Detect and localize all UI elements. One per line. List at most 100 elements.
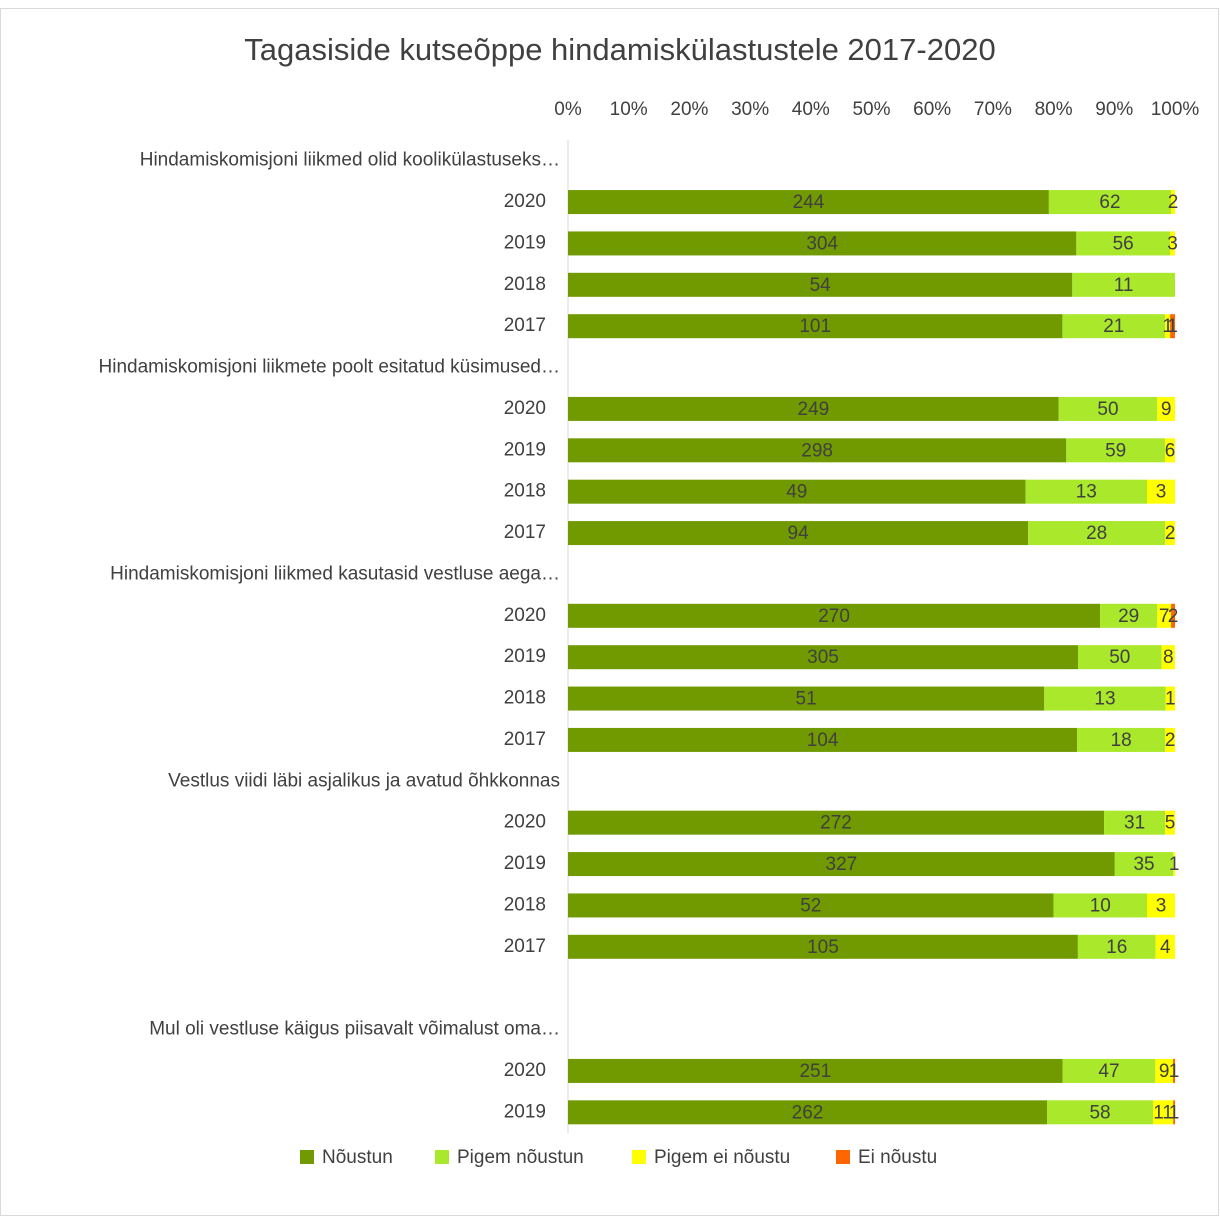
bar-segment	[1078, 645, 1162, 670]
bar-segment	[1072, 272, 1175, 297]
data-label: 29	[1118, 606, 1139, 627]
bar-segment	[1171, 190, 1175, 215]
bar-segment	[1146, 893, 1175, 918]
data-label: 54	[810, 275, 832, 296]
x-tick-label: 20%	[670, 99, 708, 120]
x-tick-label: 50%	[852, 99, 890, 120]
bar-segment	[1048, 190, 1172, 215]
y-tick-label: Mul oli vestluse käigus piisavalt võimal…	[149, 1019, 560, 1040]
bar-segment	[1076, 231, 1170, 256]
data-label: 2	[1168, 192, 1179, 213]
legend-swatch	[632, 1150, 646, 1164]
data-label: 2	[1168, 606, 1179, 627]
data-label: 50	[1109, 647, 1130, 668]
bar-segment	[568, 438, 1067, 463]
data-label: 8	[1163, 647, 1174, 668]
y-tick-label: 2017	[504, 729, 546, 750]
bar-segment	[1173, 1058, 1175, 1083]
data-label: 16	[1106, 937, 1127, 958]
bar-segment	[1053, 893, 1147, 918]
data-label: 62	[1099, 192, 1120, 213]
y-tick-label: 2018	[504, 688, 546, 709]
bar-segment	[568, 603, 1101, 628]
bar-segment	[1028, 521, 1166, 546]
bar-segment	[1169, 231, 1175, 256]
data-label: 3	[1167, 233, 1178, 254]
data-label: 1	[1169, 1102, 1180, 1123]
data-label: 3	[1156, 895, 1167, 916]
data-label: 11	[1114, 275, 1134, 296]
y-tick-label: Hindamiskomisjoni liikmed kasutasid vest…	[110, 563, 560, 584]
bar-segment	[1155, 934, 1175, 959]
y-tick-label: 2019	[504, 439, 546, 460]
bar-segment	[568, 314, 1063, 339]
data-label: 56	[1113, 233, 1134, 254]
bar-segment	[1173, 852, 1175, 877]
bar-segment	[1170, 314, 1175, 339]
bar-segment	[1146, 479, 1175, 504]
data-label: 50	[1097, 399, 1118, 420]
data-label: 5	[1165, 813, 1176, 834]
x-tick-label: 90%	[1095, 99, 1133, 120]
y-tick-label: 2017	[504, 936, 546, 957]
data-label: 270	[818, 606, 850, 627]
bar-segment	[568, 1058, 1063, 1083]
data-label: 2	[1165, 730, 1176, 751]
data-label: 94	[788, 523, 810, 544]
data-label: 13	[1076, 482, 1097, 503]
bar-segment	[568, 396, 1059, 421]
data-label: 52	[800, 895, 821, 916]
bar-segment	[1165, 521, 1175, 546]
data-label: 10	[1090, 895, 1111, 916]
data-label: 249	[798, 399, 830, 420]
data-label: 1	[1162, 316, 1173, 337]
data-label: 11	[1153, 1102, 1173, 1123]
bar-segment	[568, 852, 1115, 877]
x-tick-label: 10%	[610, 99, 648, 120]
data-label: 31	[1124, 813, 1145, 834]
bar-segment	[568, 934, 1078, 959]
data-label: 18	[1111, 730, 1132, 751]
bar-segment	[1025, 479, 1147, 504]
legend-swatch	[300, 1150, 314, 1164]
x-tick-label: 60%	[913, 99, 951, 120]
data-label: 28	[1086, 523, 1107, 544]
data-label: 35	[1133, 854, 1154, 875]
legend-label: Nõustun	[322, 1147, 393, 1168]
data-label: 105	[807, 937, 839, 958]
bar-segment	[568, 893, 1054, 918]
y-tick-label: Hindamiskomisjoni liikmed olid kooliküla…	[140, 150, 560, 171]
bar-segment	[1173, 1100, 1175, 1125]
bar-segment	[568, 1100, 1048, 1125]
bar-segment	[1157, 396, 1175, 421]
data-label: 327	[826, 854, 858, 875]
chart-title: Tagasiside kutseõppe hindamiskülastustel…	[244, 32, 995, 67]
data-label: 51	[796, 689, 817, 710]
bar-segment	[1153, 1100, 1174, 1125]
data-label: 4	[1160, 937, 1171, 958]
data-label: 1	[1169, 854, 1180, 875]
bar-segment	[1165, 686, 1175, 711]
bar-segment	[568, 521, 1029, 546]
y-tick-label: 2020	[504, 605, 546, 626]
data-label: 251	[799, 1061, 831, 1082]
bar-segment	[568, 231, 1077, 256]
x-tick-label: 100%	[1151, 99, 1200, 120]
data-label: 13	[1094, 689, 1115, 710]
data-label: 1	[1169, 1061, 1180, 1082]
data-label: 7	[1159, 606, 1170, 627]
bar-segment	[1165, 727, 1175, 752]
bar-segment	[568, 272, 1073, 297]
bar-segment	[1165, 314, 1171, 339]
data-label: 272	[820, 813, 852, 834]
y-tick-label: 2018	[504, 274, 546, 295]
y-tick-label: 2020	[504, 1060, 546, 1081]
x-tick-label: 30%	[731, 99, 769, 120]
y-tick-label: 2019	[504, 232, 546, 253]
bar-segment	[1104, 810, 1166, 835]
bar-segment	[568, 479, 1026, 504]
y-tick-label: Vestlus viidi läbi asjalikus ja avatud õ…	[168, 770, 560, 791]
x-tick-label: 80%	[1035, 99, 1073, 120]
data-label: 2	[1165, 523, 1176, 544]
